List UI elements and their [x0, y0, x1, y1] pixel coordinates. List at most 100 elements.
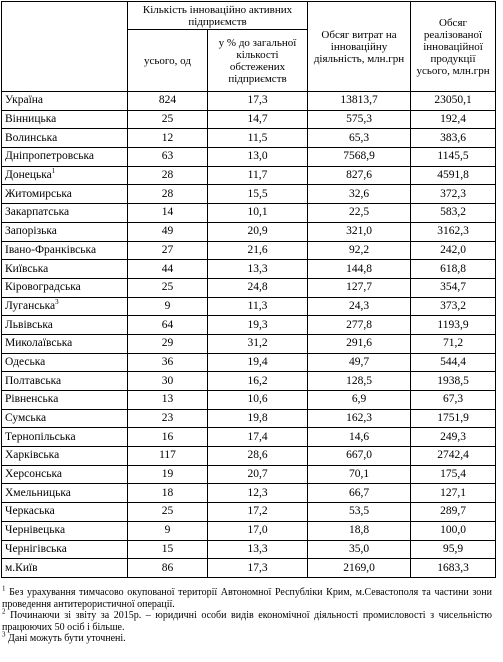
value-cell: 27 [127, 240, 208, 261]
header-cell: Обсяг реалізованої інноваційної продукці… [410, 1, 497, 92]
region-cell: Чернівецька [1, 520, 128, 541]
value-cell: 17,0 [206, 520, 309, 541]
value-cell: 242,0 [410, 240, 497, 261]
value-cell: 249,3 [410, 427, 497, 448]
value-cell: 128,5 [307, 371, 412, 391]
value-cell: 65,3 [307, 128, 412, 149]
region-cell: Полтавська [1, 371, 128, 391]
value-cell: 92,2 [307, 240, 412, 261]
value-cell: 11,5 [206, 128, 309, 149]
region-name: Хмельницька [5, 486, 71, 499]
value-cell: 667,0 [307, 446, 412, 466]
region-name: Черкаська [5, 505, 55, 518]
region-name: Кіровоградська [5, 281, 81, 294]
footnote: 1 Без урахування тимчасово окупованої те… [2, 584, 492, 610]
value-cell: 66,7 [307, 483, 412, 504]
value-cell: 44 [127, 259, 208, 279]
region-name: Чернігівська [5, 542, 67, 555]
header-cell: у % до загальної кількості обстежених пі… [206, 29, 309, 92]
value-cell: 117 [127, 446, 208, 466]
footnote-mark: 1 [2, 584, 6, 593]
value-cell: 53,5 [307, 502, 412, 522]
region-name: Донецька [5, 169, 52, 182]
value-cell: 372,3 [410, 184, 497, 205]
table-row: Закарпатська 14 10,1 22,5 583,2 [1, 203, 497, 223]
table-row: Житомирська 28 15,5 32,6 372,3 [1, 184, 497, 205]
region-name: Одеська [5, 355, 46, 368]
value-cell: 175,4 [410, 464, 497, 485]
value-cell: 25 [127, 109, 208, 130]
header-cell: Обсяг витрат на інноваційну діяльність, … [307, 1, 412, 92]
value-cell: 28,6 [206, 446, 309, 466]
value-cell: 19 [127, 464, 208, 485]
value-cell: 29 [127, 333, 208, 354]
table-row: Чернігівська 15 13,3 35,0 95,9 [1, 539, 497, 560]
region-cell: Одеська [1, 352, 128, 373]
region-cell: м.Київ [1, 558, 128, 578]
table-row: Дніпропетровська 63 13,0 7568,9 1145,5 [1, 147, 497, 167]
value-cell: 25 [127, 502, 208, 522]
table-row: Вінницька 25 14,7 575,3 192,4 [1, 109, 497, 130]
region-name: Рівненська [5, 393, 59, 406]
value-cell: 31,2 [206, 333, 309, 354]
value-cell: 17,2 [206, 502, 309, 522]
region-name: Україна [5, 94, 44, 107]
value-cell: 28 [127, 165, 208, 186]
region-name: Львівська [5, 318, 53, 331]
value-cell: 35,0 [307, 539, 412, 560]
value-cell: 11,7 [206, 165, 309, 186]
value-cell: 71,2 [410, 333, 497, 354]
value-cell: 291,6 [307, 333, 412, 354]
table-row: Херсонська 19 20,7 70,1 175,4 [1, 464, 497, 485]
region-name: Волинська [5, 131, 58, 144]
value-cell: 373,2 [410, 296, 497, 317]
table-row: Львівська 64 19,3 277,8 1193,9 [1, 315, 497, 335]
value-cell: 63 [127, 147, 208, 167]
region-cell: Житомирська [1, 184, 128, 205]
region-cell: Тернопільська [1, 427, 128, 448]
table-row: Харківська 117 28,6 667,0 2742,4 [1, 446, 497, 466]
value-cell: 14,6 [307, 427, 412, 448]
value-cell: 321,0 [307, 221, 412, 242]
value-cell: 583,2 [410, 203, 497, 223]
value-cell: 24,3 [307, 296, 412, 317]
value-cell: 827,6 [307, 165, 412, 186]
value-cell: 1938,5 [410, 371, 497, 391]
value-cell: 32,6 [307, 184, 412, 205]
value-cell: 17,4 [206, 427, 309, 448]
table-row: Київська 44 13,3 144,8 618,8 [1, 259, 497, 279]
value-cell: 49,7 [307, 352, 412, 373]
region-name: Сумська [5, 412, 47, 425]
value-cell: 6,9 [307, 390, 412, 410]
corner-cell [1, 1, 128, 92]
value-cell: 70,1 [307, 464, 412, 485]
value-cell: 192,4 [410, 109, 497, 130]
value-cell: 14 [127, 203, 208, 223]
footnote-mark: 2 [2, 607, 6, 616]
table-row: Тернопільська 16 17,4 14,6 249,3 [1, 427, 497, 448]
region-name: Херсонська [5, 468, 63, 481]
region-cell: Донецька1 [1, 165, 128, 186]
value-cell: 10,6 [206, 390, 309, 410]
value-cell: 19,4 [206, 352, 309, 373]
table-row: Запорізька 49 20,9 321,0 3162,3 [1, 221, 497, 242]
region-name: Закарпатська [5, 206, 70, 219]
region-cell: Волинська [1, 128, 128, 149]
region-cell: Сумська [1, 408, 128, 429]
region-cell: Черкаська [1, 502, 128, 522]
region-cell: Чернігівська [1, 539, 128, 560]
region-cell: Рівненська [1, 390, 128, 410]
header-cell: Кількість інноваційно активних підприємс… [126, 1, 309, 30]
value-cell: 144,8 [307, 259, 412, 279]
value-cell: 2742,4 [410, 446, 497, 466]
value-cell: 21,6 [206, 240, 309, 261]
value-cell: 20,9 [206, 221, 309, 242]
region-name: Миколаївська [5, 337, 73, 350]
value-cell: 7568,9 [307, 147, 412, 167]
region-cell: Київська [1, 259, 128, 279]
footnote-mark: 3 [55, 298, 59, 307]
region-name: Полтавська [5, 374, 62, 387]
table-row: Миколаївська 29 31,2 291,6 71,2 [1, 333, 497, 354]
region-name: Запорізька [5, 225, 57, 238]
